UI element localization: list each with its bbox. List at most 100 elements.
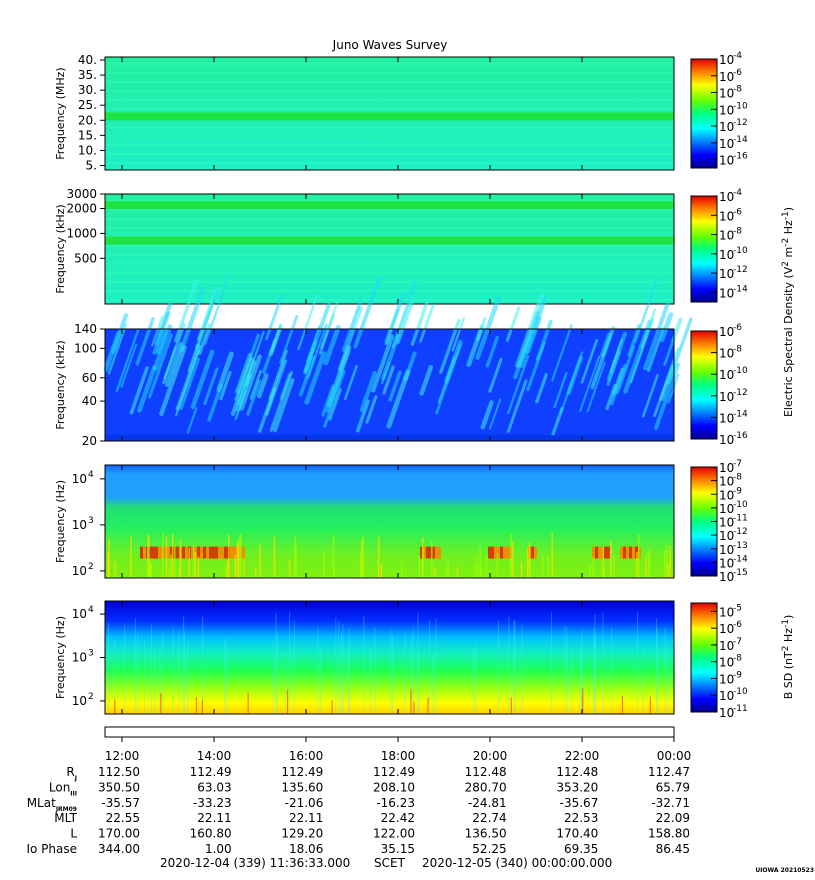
colorbar-tick-exponent: -7 (733, 459, 742, 469)
y-axis-label: Frequency (Hz) (54, 480, 67, 563)
colorbar-tick-label: 10 (719, 433, 734, 447)
y-tick-label: 35. (78, 68, 97, 82)
emission-streak (667, 373, 680, 404)
colorbar-tick-label: 10 (719, 267, 734, 281)
colorbar-tick-label: 10 (719, 570, 734, 584)
colorbar-tick-label: 10 (719, 154, 734, 168)
y-tick-label: 10 (72, 607, 87, 621)
spectrogram-stripe (105, 290, 674, 292)
emission-streak (371, 334, 395, 393)
hot-spot (607, 546, 610, 559)
hot-spot (200, 546, 203, 559)
colorbar-tick-exponent: -14 (733, 135, 748, 145)
ephemeris-row-label: LonIII (49, 780, 77, 797)
emission-streak (269, 325, 283, 356)
y-tick-label: 100 (74, 341, 97, 355)
emission-streak (256, 373, 269, 399)
colorbar (690, 330, 718, 440)
colorbar (690, 195, 718, 303)
spectrogram-stripe (105, 200, 674, 202)
colorbar-tick-label: 10 (719, 706, 734, 720)
y-tick-exponent: 3 (88, 649, 94, 659)
spectrogram-stripe (105, 254, 674, 256)
time-tick-label: 16:00 (289, 749, 324, 763)
emission-streak (559, 351, 584, 414)
ephemeris-value: 112.49 (373, 765, 415, 779)
y-tick-label: 10 (72, 564, 87, 578)
colorbar-tick-label: 10 (719, 325, 734, 339)
hot-spot (155, 546, 158, 559)
magnetic-colorbar-label: B SD (nT2 Hz-1) (781, 615, 795, 700)
emission-streak (179, 286, 206, 353)
chart-title: Juno Waves Survey (332, 38, 448, 52)
hot-spot (506, 546, 509, 559)
hot-spot (534, 546, 537, 559)
emission-streak (435, 343, 462, 415)
y-tick-label: 40. (78, 53, 97, 67)
ephemeris-value: 22.42 (381, 811, 415, 825)
emission-streak (326, 350, 351, 413)
emission-streak (381, 332, 401, 381)
colorbar-tick-exponent: -16 (733, 152, 748, 162)
emission-streak (234, 333, 260, 401)
time-tick-label: 00:00 (657, 749, 692, 763)
colorbar-tick-exponent: -12 (733, 527, 748, 537)
hot-spot (598, 546, 601, 559)
hot-spot (626, 546, 629, 559)
emission-streak (103, 331, 122, 372)
ephemeris-value: 112.49 (281, 765, 323, 779)
hot-spot (215, 546, 218, 559)
colorbar-tick-exponent: -14 (733, 554, 748, 564)
hot-spot (423, 546, 426, 559)
spectrogram-stripe (105, 90, 674, 92)
emission-streak (159, 345, 187, 417)
emission-streak (419, 303, 435, 343)
y-tick-exponent: 4 (88, 470, 94, 480)
emission-band (105, 236, 674, 245)
y-tick-exponent: 2 (88, 562, 94, 572)
colorbar-tick-exponent: -8 (733, 473, 742, 483)
spectrogram-stripe (105, 135, 674, 137)
y-tick-label: 15. (78, 128, 97, 142)
spectrogram-stripe (105, 272, 674, 274)
ephemeris-row-label: Io Phase (26, 842, 77, 856)
hot-spot (435, 546, 438, 559)
ephemeris-value: -32.71 (651, 796, 690, 810)
hot-spot (429, 546, 432, 559)
colorbar-tick-label: 10 (719, 516, 734, 530)
colorbar-tick-exponent: -4 (733, 51, 742, 61)
emission-streak (323, 369, 346, 428)
emission-streak (535, 319, 553, 361)
ephemeris-value: 22.11 (289, 811, 323, 825)
emission-streak (384, 291, 406, 344)
footer-start-time: 2020-12-04 (339) 11:36:33.000 (160, 856, 350, 870)
spectrogram-background (105, 465, 674, 578)
ephemeris-value: 208.10 (373, 780, 415, 794)
hot-spot (432, 546, 435, 559)
emission-band (105, 112, 674, 121)
y-tick-label: 10 (72, 651, 87, 665)
emission-streak (616, 344, 636, 394)
ephemeris-value: 160.80 (190, 827, 232, 841)
colorbar-tick-exponent: -7 (733, 637, 742, 647)
y-tick-label: 60 (82, 371, 97, 385)
ephemeris-value: 18.06 (289, 842, 323, 856)
spectrogram-stripe (105, 162, 674, 164)
hot-spot (592, 546, 595, 559)
y-tick-label: 20 (82, 434, 97, 448)
emission-streak (120, 343, 138, 388)
emission-streak (107, 323, 128, 375)
emission-streak (328, 388, 342, 421)
ephemeris-value: 86.45 (656, 842, 690, 856)
hot-spot (438, 546, 441, 559)
emission-streak (659, 312, 674, 342)
ephemeris-value: 170.00 (98, 827, 140, 841)
emission-streak (279, 314, 299, 364)
y-tick-label: 10. (78, 143, 97, 157)
emission-streak (659, 363, 676, 402)
hot-spot (601, 546, 604, 559)
